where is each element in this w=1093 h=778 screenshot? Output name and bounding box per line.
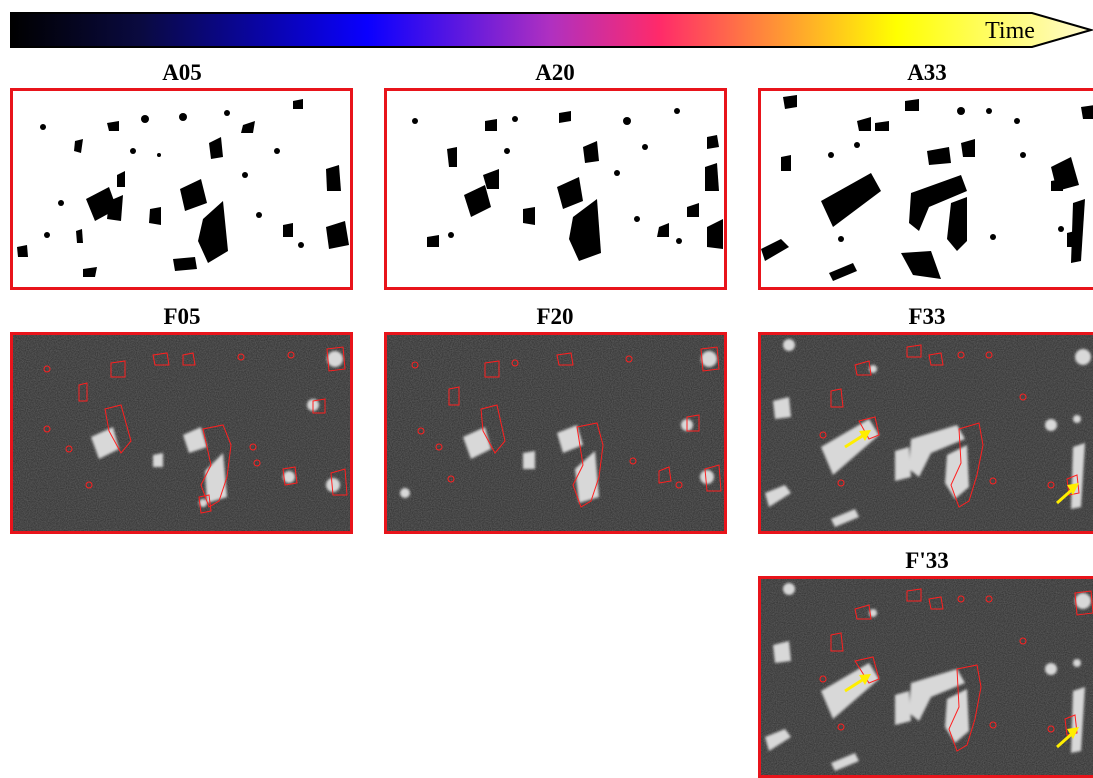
panel-f33-grayscale (758, 332, 1093, 534)
yellow-arrow-icon (1056, 483, 1079, 505)
panel-fp33-grayscale (758, 576, 1093, 778)
panel-title-f33: F33 (908, 304, 946, 329)
yellow-arrow-icon (1056, 727, 1079, 749)
panel-title-fp33: F'33 (905, 548, 949, 573)
panel-a33-binary (758, 88, 1093, 290)
panel-a05-binary (10, 88, 353, 290)
yellow-arrow-icon (844, 674, 871, 693)
time-colorbar: Time (10, 12, 1093, 48)
panel-title-a20: A20 (535, 60, 575, 85)
panel-title-f05: F05 (163, 304, 201, 329)
yellow-arrow-icon (844, 430, 871, 449)
panel-title-a33: A33 (907, 60, 947, 85)
panel-title-a05: A05 (162, 60, 202, 85)
panel-f20-grayscale (384, 332, 727, 534)
panel-a20-binary (384, 88, 727, 290)
panel-title-f20: F20 (536, 304, 574, 329)
panel-f05-grayscale (10, 332, 353, 534)
time-label: Time (985, 18, 1035, 44)
